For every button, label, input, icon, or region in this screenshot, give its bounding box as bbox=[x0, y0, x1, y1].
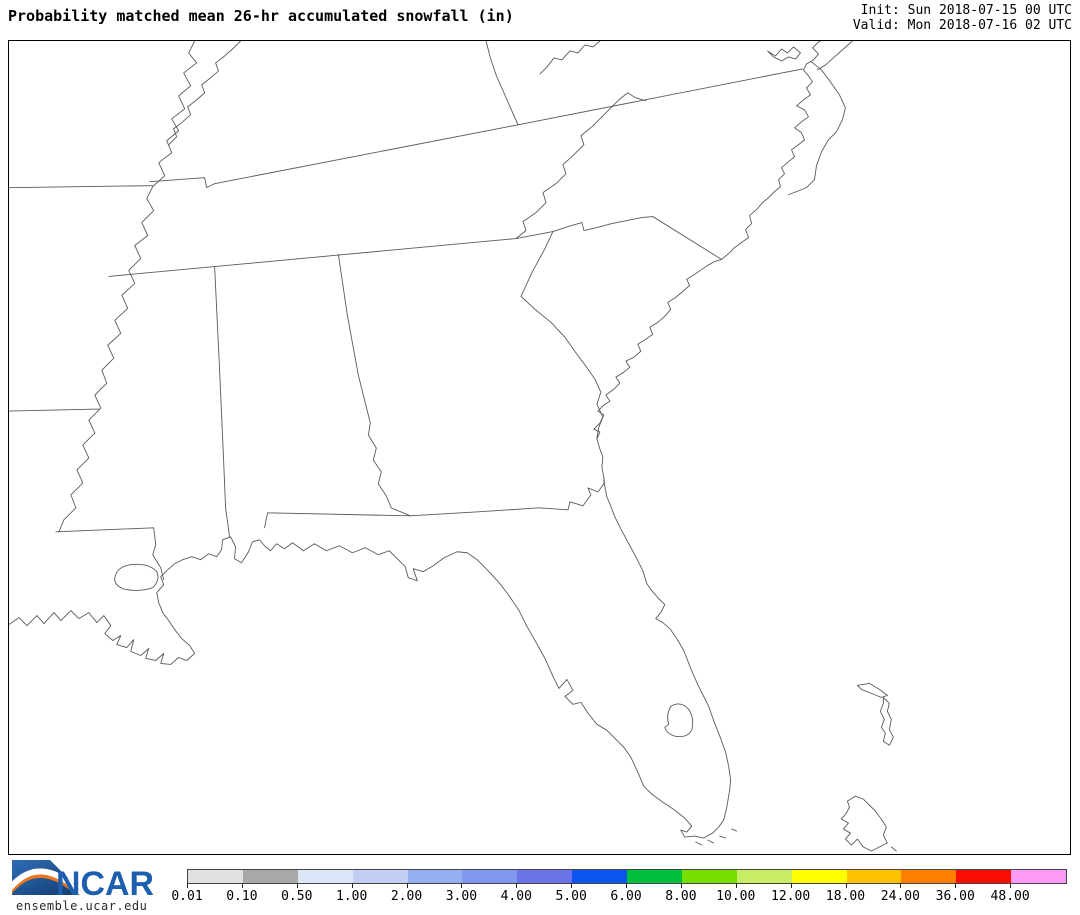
lake-okeechobee bbox=[664, 703, 694, 738]
state-border bbox=[520, 231, 604, 439]
colorbar-segment bbox=[791, 870, 847, 883]
colorbar-tick-label: 2.00 bbox=[390, 889, 423, 904]
state-border bbox=[264, 477, 605, 529]
ohio-river-line bbox=[168, 41, 242, 146]
state-border bbox=[9, 408, 100, 412]
colorbar-segment bbox=[188, 870, 243, 883]
colorbar-segment bbox=[627, 870, 682, 883]
colorbar-segment bbox=[242, 870, 298, 883]
colorbar-tick-label: 10.00 bbox=[716, 889, 756, 904]
colorbar-segment bbox=[352, 870, 408, 883]
colorbar-tick-label: 0.50 bbox=[281, 889, 313, 904]
coastline-chesapeake bbox=[767, 46, 801, 62]
colorbar-tick-label: 36.00 bbox=[935, 889, 975, 904]
page-title: Probability matched mean 26-hr accumulat… bbox=[8, 7, 514, 25]
colorbar-segment bbox=[956, 870, 1012, 883]
colorbar-tick-label: 3.00 bbox=[445, 889, 478, 904]
colorbar-segment bbox=[681, 870, 737, 883]
run-times: Init: Sun 2018-07-15 00 UTC Valid: Mon 2… bbox=[853, 3, 1072, 33]
colorbar-tick-label: 5.00 bbox=[555, 889, 587, 904]
state-border bbox=[485, 41, 519, 126]
colorbar-segment bbox=[1011, 870, 1066, 883]
colorbar-tick-label: 6.00 bbox=[610, 889, 642, 904]
mississippi-river-line bbox=[58, 41, 198, 533]
colorbar-segment bbox=[736, 870, 792, 883]
lake-pontchartrain bbox=[114, 563, 159, 591]
colorbar-segment bbox=[462, 870, 518, 883]
state-border bbox=[515, 231, 554, 239]
ncar-logo-icon: NCAR bbox=[12, 860, 154, 903]
coastline-barrier-islands bbox=[788, 61, 846, 196]
florida-keys bbox=[695, 828, 738, 846]
website-url: ensemble.ucar.edu bbox=[16, 899, 148, 913]
map-canvas bbox=[8, 40, 1071, 855]
island-abaco bbox=[879, 696, 894, 746]
state-border bbox=[337, 254, 411, 517]
colorbar-tick-label: 48.00 bbox=[990, 889, 1030, 904]
coastline bbox=[9, 41, 821, 839]
colorbar-tick-label: 0.10 bbox=[226, 889, 258, 904]
init-time: Init: Sun 2018-07-15 00 UTC bbox=[860, 3, 1072, 18]
map-region-outlines bbox=[9, 41, 897, 852]
colorbar-segment bbox=[407, 870, 463, 883]
colorbar-segment bbox=[517, 870, 573, 883]
valid-time: Valid: Mon 2018-07-16 02 UTC bbox=[852, 18, 1072, 33]
island-grand-bahama bbox=[856, 682, 888, 698]
colorbar-tick-label: 24.00 bbox=[880, 889, 920, 904]
colorbar-segment bbox=[297, 870, 353, 883]
state-border bbox=[9, 185, 154, 189]
state-border bbox=[214, 265, 231, 538]
colorbar bbox=[187, 869, 1067, 884]
coastline-eastern-shore bbox=[817, 41, 853, 71]
ncar-logo-text: NCAR bbox=[56, 865, 154, 903]
colorbar-tick-label: 18.00 bbox=[825, 889, 866, 904]
state-border bbox=[149, 124, 519, 189]
colorbar-tick-label: 12.00 bbox=[771, 889, 811, 904]
state-border bbox=[539, 41, 601, 75]
state-border bbox=[515, 92, 647, 239]
state-border bbox=[55, 527, 165, 581]
colorbar-tick-label: 4.00 bbox=[500, 889, 532, 904]
colorbar-tick-label: 8.00 bbox=[665, 889, 697, 904]
colorbar-tick-label: 0.01 bbox=[171, 889, 203, 904]
ncar-logo: NCAR bbox=[6, 857, 176, 915]
state-border bbox=[108, 238, 517, 277]
island-andros bbox=[840, 795, 897, 852]
state-border bbox=[552, 216, 723, 260]
colorbar-tick-label: 1.00 bbox=[335, 889, 368, 904]
colorbar-segment bbox=[846, 870, 902, 883]
colorbar-segment bbox=[572, 870, 627, 883]
state-border bbox=[517, 68, 803, 126]
colorbar-segment bbox=[901, 870, 957, 883]
